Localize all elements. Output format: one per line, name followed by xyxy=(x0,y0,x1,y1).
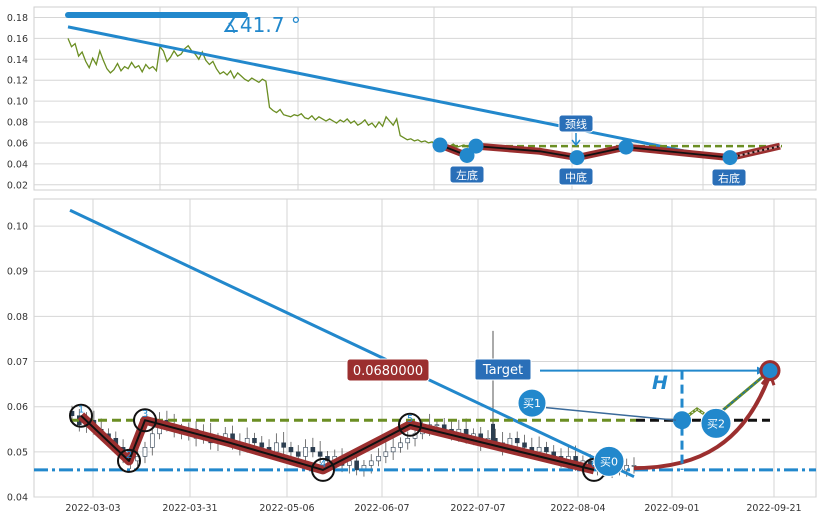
target-label: Target xyxy=(482,363,523,378)
candle-body xyxy=(317,451,323,457)
candle-body xyxy=(390,447,396,453)
top-pattern-marker xyxy=(722,150,738,166)
top-pattern-marker xyxy=(618,139,634,155)
candle-body xyxy=(368,460,374,466)
x-tick-label: 2022-03-03 xyxy=(65,503,120,514)
candle-body xyxy=(405,438,411,444)
left-bottom-tag-box xyxy=(449,165,485,184)
target-box xyxy=(474,358,532,381)
candle-body xyxy=(142,447,148,457)
buy1-arrow xyxy=(545,406,677,421)
angle-label: ∡41.7 ° xyxy=(222,13,301,37)
candle-body xyxy=(281,442,286,448)
candle-body xyxy=(398,442,403,448)
top-y-tick-label: 0.12 xyxy=(7,76,28,87)
bottom-y-tick-label: 0.06 xyxy=(7,402,28,413)
projection-curve xyxy=(633,373,772,471)
left-bottom-tag: 左底 xyxy=(456,168,478,182)
buy1-label: 买1 xyxy=(523,397,541,410)
candle-body xyxy=(383,451,389,457)
top-y-tick-label: 0.16 xyxy=(7,34,28,45)
mid-bottom-tag-box xyxy=(558,167,594,186)
candle-body xyxy=(274,442,279,453)
right-bottom-tag: 右底 xyxy=(718,171,740,185)
candle-body xyxy=(491,423,495,443)
top-pattern-marker xyxy=(468,138,484,154)
top-y-tick-label: 0.04 xyxy=(7,159,28,170)
top-price-line xyxy=(67,38,479,149)
candle-body xyxy=(536,447,542,453)
top-trend-line xyxy=(67,25,713,159)
buy2-bubble xyxy=(700,407,732,439)
pattern-point-circle xyxy=(133,408,157,433)
x-tick-label: 2022-07-07 xyxy=(450,503,505,514)
candle-body xyxy=(303,447,308,457)
pattern-point-label: 2 xyxy=(126,450,132,461)
top-y-tick-label: 0.10 xyxy=(7,97,28,108)
neckline-arrow xyxy=(571,133,581,147)
bottom-y-tick-label: 0.05 xyxy=(7,447,28,458)
candle-body xyxy=(295,451,301,457)
candle-body xyxy=(544,447,549,453)
target-marker xyxy=(759,360,781,382)
neckline-tag-box xyxy=(558,114,594,133)
mid-bottom-tag: 中底 xyxy=(565,170,587,184)
pattern-point-circle xyxy=(398,412,422,437)
top-pattern-marker xyxy=(432,137,448,153)
x-tick-label: 2022-09-21 xyxy=(746,503,801,514)
top-y-tick-label: 0.14 xyxy=(7,55,28,66)
pattern-point-circle xyxy=(69,403,93,428)
candle-body xyxy=(354,460,359,471)
bottom-y-tick-label: 0.08 xyxy=(7,312,28,323)
right-bottom-tag-box xyxy=(711,168,747,187)
height-label: H xyxy=(652,372,668,394)
pattern-point-circle xyxy=(311,457,335,482)
buy1-bubble xyxy=(517,388,547,418)
bottom-panel-frame xyxy=(33,198,817,498)
pattern-point-label: 5 xyxy=(407,414,413,425)
bottom-y-tick-label: 0.10 xyxy=(7,222,28,233)
x-tick-label: 2022-06-07 xyxy=(354,503,409,514)
candle-body xyxy=(310,447,316,453)
top-pattern-tail xyxy=(729,145,781,159)
x-tick-label: 2022-09-01 xyxy=(644,503,699,514)
candle-body xyxy=(252,438,257,444)
candle-body xyxy=(376,456,381,462)
bottom-trend-line xyxy=(69,208,635,479)
top-y-tick-label: 0.08 xyxy=(7,118,28,129)
x-tick-label: 2022-05-06 xyxy=(259,503,314,514)
price-box xyxy=(346,358,430,382)
pattern-point-circle xyxy=(117,448,141,473)
x-tick-label: 2022-03-31 xyxy=(162,503,217,514)
buy2-label: 买2 xyxy=(707,417,725,430)
buy0-bubble xyxy=(593,445,625,477)
top-y-tick-label: 0.06 xyxy=(7,138,28,149)
price-box-label: 0.0680000 xyxy=(353,364,423,379)
candle-body xyxy=(149,433,155,448)
bottom-pattern-line xyxy=(80,414,595,471)
buy0-label: 买0 xyxy=(600,455,618,468)
candle-body xyxy=(259,442,265,448)
top-y-tick-label: 0.18 xyxy=(7,13,28,24)
candle-body xyxy=(514,438,520,444)
buy1-marker xyxy=(673,411,691,430)
pattern-point-label: 3 xyxy=(142,409,148,420)
candle-body xyxy=(434,424,440,427)
bottom-y-tick-label: 0.07 xyxy=(7,357,28,368)
bottom-y-tick-label: 0.04 xyxy=(7,493,28,504)
top-pattern-marker xyxy=(459,147,475,163)
bottom-y-tick-label: 0.09 xyxy=(7,267,28,278)
top-y-tick-label: 0.02 xyxy=(7,180,28,191)
pattern-point-label: 4 xyxy=(320,459,326,470)
x-tick-label: 2022-08-04 xyxy=(550,503,605,514)
neckline-tag: 颈线 xyxy=(565,117,587,131)
candle-body xyxy=(288,447,294,453)
pattern-point-label: 1 xyxy=(78,405,84,416)
candle-body xyxy=(624,465,630,471)
candle-body xyxy=(522,442,527,448)
top-pattern-marker xyxy=(569,150,585,166)
